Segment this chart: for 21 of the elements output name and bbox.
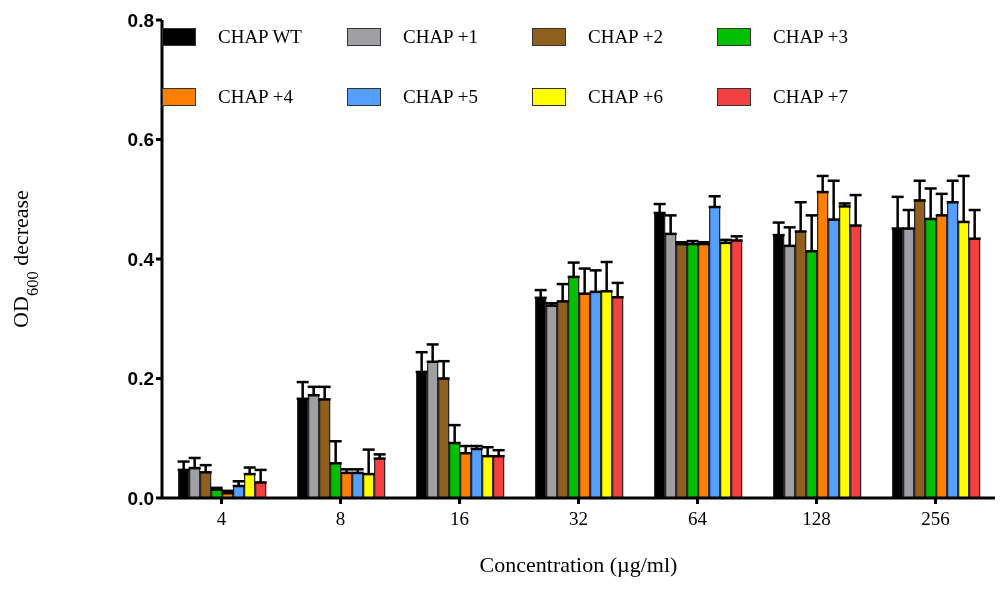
- x-tick-label: 8: [335, 508, 346, 530]
- legend-label: CHAP WT: [218, 26, 302, 48]
- legend-label: CHAP +7: [773, 86, 848, 108]
- x-tick-label: 256: [921, 508, 950, 530]
- x-axis-title: Concentration (µg/ml): [479, 551, 678, 577]
- legend-label: CHAP +6: [588, 86, 663, 108]
- legend-label: CHAP +3: [773, 26, 848, 48]
- y-tick-label: 0.8: [127, 9, 154, 31]
- x-tick-label: 64: [688, 508, 708, 530]
- y-tick-label: 0.6: [127, 129, 154, 151]
- y-tick-label: 0.2: [127, 368, 154, 390]
- y-tick-label: 0.0: [127, 487, 154, 509]
- x-tick-label: 4: [216, 508, 227, 530]
- x-tick-label: 16: [450, 508, 469, 530]
- x-tick-label: 32: [569, 508, 588, 530]
- y-tick-label: 0.4: [127, 248, 155, 270]
- legend-label: CHAP +1: [403, 26, 478, 48]
- legend-label: CHAP +2: [588, 26, 663, 48]
- x-tick-label: 128: [802, 508, 831, 530]
- legend-label: CHAP +5: [403, 86, 478, 108]
- legend-label: CHAP +4: [218, 86, 293, 108]
